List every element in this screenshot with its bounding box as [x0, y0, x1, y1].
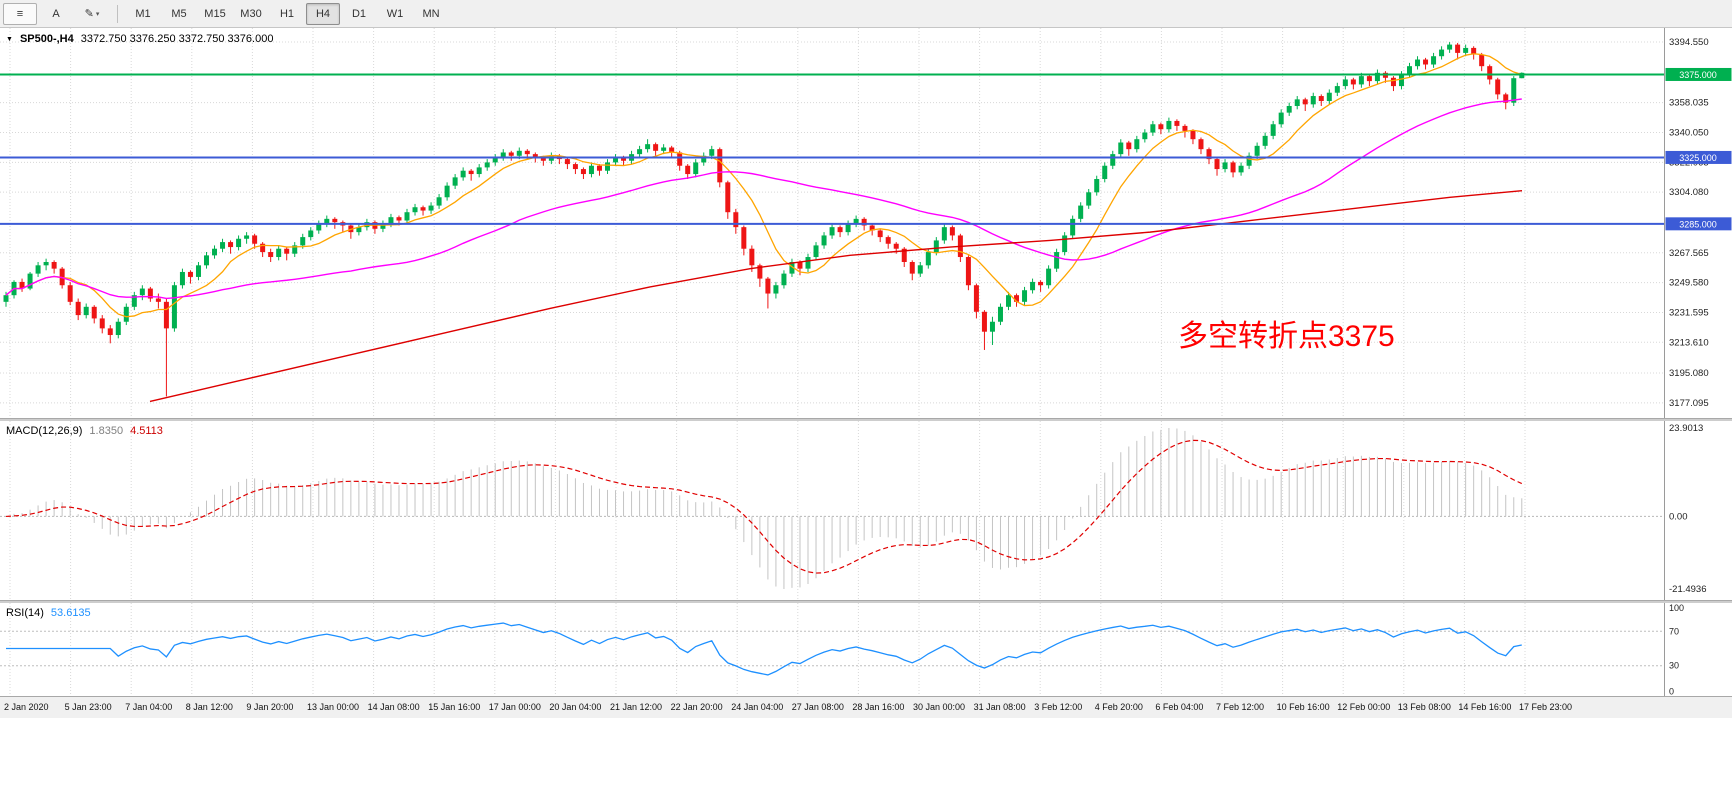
svg-text:3340.050: 3340.050 — [1669, 127, 1709, 138]
toolbar-separator — [117, 4, 118, 23]
svg-text:3358.035: 3358.035 — [1669, 98, 1709, 109]
time-axis-label: 14 Jan 08:00 — [367, 702, 420, 712]
time-axis-label: 4 Feb 20:00 — [1094, 702, 1143, 712]
rsi-value: 53.6135 — [50, 607, 91, 619]
time-axis-label: 3 Feb 12:00 — [1034, 702, 1083, 712]
draw-tool-icon[interactable]: ✎ ▾ — [84, 8, 100, 20]
empty-area — [0, 718, 1732, 796]
macd-plot[interactable]: 23.9013 0.00 -21.4936 — [0, 421, 1732, 600]
svg-text:-21.4936: -21.4936 — [1669, 584, 1707, 595]
time-axis-label: 6 Feb 04:00 — [1155, 702, 1204, 712]
macd-label: MACD(12,26,9) 1.8350 4.5113 — [6, 425, 163, 437]
svg-text:3213.610: 3213.610 — [1669, 337, 1709, 348]
time-axis-label: 2 Jan 2020 — [4, 702, 49, 712]
svg-text:3195.080: 3195.080 — [1669, 368, 1709, 379]
time-axis-label: 12 Feb 00:00 — [1337, 702, 1391, 712]
macd-histogram — [13, 428, 1523, 589]
time-axis-label: 8 Jan 12:00 — [185, 702, 233, 712]
svg-text:3285.000: 3285.000 — [1679, 219, 1717, 229]
time-axis-label: 13 Feb 08:00 — [1397, 702, 1451, 712]
price-level-badge — [1665, 217, 1732, 231]
svg-text:30: 30 — [1669, 661, 1679, 671]
price-level-badge — [1665, 150, 1732, 164]
rsi-panel[interactable]: 100 70 30 0 RSI(14) 53.6135 — [0, 603, 1732, 696]
timeframe-m30-button[interactable]: M30 — [240, 7, 262, 20]
svg-text:3304.080: 3304.080 — [1669, 187, 1709, 198]
price-plot[interactable]: 3394.5503358.0353340.0503322.0653304.080… — [0, 28, 1732, 418]
dropdown-caret-icon: ▾ — [95, 10, 100, 18]
timeframe-d1-button[interactable]: D1 — [351, 7, 367, 20]
timeframe-m5-button[interactable]: M5 — [171, 7, 187, 20]
svg-text:3231.595: 3231.595 — [1669, 307, 1709, 318]
macd-signal-value: 4.5113 — [130, 425, 163, 437]
time-axis-label: 7 Feb 12:00 — [1216, 702, 1265, 712]
timeframe-m1-button[interactable]: M1 — [135, 7, 151, 20]
panel-splitter[interactable] — [0, 418, 1732, 421]
rsi-line — [6, 622, 1522, 676]
rsi-name: RSI(14) — [6, 607, 44, 619]
panel-splitter[interactable] — [0, 600, 1732, 603]
time-axis-label: 31 Jan 08:00 — [973, 702, 1026, 712]
svg-text:23.9013: 23.9013 — [1669, 423, 1703, 434]
timeframe-h4-button[interactable]: H4 — [306, 2, 340, 25]
ma-mid-line — [5, 98, 1522, 300]
svg-text:70: 70 — [1669, 626, 1679, 636]
time-axis-label: 9 Jan 20:00 — [246, 702, 294, 712]
time-axis-label: 30 Jan 00:00 — [913, 702, 966, 712]
time-axis-label: 15 Jan 16:00 — [428, 702, 481, 712]
toolbar: ≡ A ✎ ▾ M1 M5 M15 M30 H1 H4 D1 W1 MN — [0, 0, 1732, 28]
svg-text:3375.000: 3375.000 — [1679, 70, 1717, 80]
svg-text:0.00: 0.00 — [1669, 511, 1688, 522]
chart-ohlc-values: 3372.750 3376.250 3372.750 3376.000 — [80, 33, 274, 45]
macd-value: 1.8350 — [89, 425, 124, 437]
timeframe-h1-button[interactable]: H1 — [279, 7, 295, 20]
time-axis-label: 24 Jan 04:00 — [731, 702, 784, 712]
price-chart-panel[interactable]: 3394.5503358.0353340.0503322.0653304.080… — [0, 28, 1732, 418]
rsi-plot[interactable]: 100 70 30 0 — [0, 603, 1732, 696]
macd-panel[interactable]: 23.9013 0.00 -21.4936 MACD(12,26,9) 1.8350 4… — [0, 421, 1732, 600]
svg-text:3394.550: 3394.550 — [1669, 37, 1709, 48]
price-level-badge — [1665, 67, 1732, 81]
svg-text:3249.580: 3249.580 — [1669, 278, 1709, 289]
svg-text:3325.000: 3325.000 — [1679, 153, 1717, 163]
rsi-label: RSI(14) 53.6135 — [6, 607, 91, 619]
ma-fast-line — [5, 53, 1522, 318]
time-axis-label: 10 Feb 16:00 — [1276, 702, 1330, 712]
ma-slow-line — [149, 189, 1523, 403]
macd-name: MACD(12,26,9) — [6, 425, 83, 437]
time-axis-label: 28 Jan 16:00 — [852, 702, 905, 712]
chart-title: ▼ SP500-,H4 3372.750 3376.250 3372.750 3… — [6, 33, 273, 45]
annotation-text: 多空转折点3375 — [1178, 320, 1395, 353]
time-axis-label: 17 Jan 00:00 — [488, 702, 541, 712]
time-axis-label: 5 Jan 23:00 — [64, 702, 112, 712]
annotate-a-button[interactable]: A — [52, 7, 60, 20]
macd-signal-line — [5, 439, 1523, 574]
svg-text:0: 0 — [1669, 687, 1674, 697]
time-axis-label: 27 Jan 08:00 — [791, 702, 844, 712]
time-axis-label: 21 Jan 12:00 — [610, 702, 663, 712]
timeframe-m15-button[interactable]: M15 — [204, 7, 226, 20]
svg-text:100: 100 — [1669, 603, 1684, 613]
time-axis-label: 17 Feb 23:00 — [1519, 702, 1573, 712]
time-axis-label: 22 Jan 20:00 — [670, 702, 723, 712]
time-axis-label: 20 Jan 04:00 — [549, 702, 602, 712]
timeframe-w1-button[interactable]: W1 — [386, 7, 404, 20]
chart-dropdown-arrow-icon[interactable]: ▼ — [6, 35, 13, 43]
menu-icon[interactable]: ≡ — [3, 2, 37, 25]
time-axis-label: 14 Feb 16:00 — [1458, 702, 1512, 712]
svg-text:3177.095: 3177.095 — [1669, 398, 1709, 409]
timeframe-mn-button[interactable]: MN — [422, 7, 440, 20]
time-axis-label: 7 Jan 04:00 — [125, 702, 173, 712]
svg-text:3267.565: 3267.565 — [1669, 248, 1709, 259]
time-axis-label: 13 Jan 00:00 — [307, 702, 360, 712]
chart-symbol-label: SP500-,H4 — [19, 33, 74, 45]
time-axis[interactable]: 2 Jan 2020 5 Jan 23:00 7 Jan 04:00 8 Jan 12… — [0, 696, 1732, 718]
